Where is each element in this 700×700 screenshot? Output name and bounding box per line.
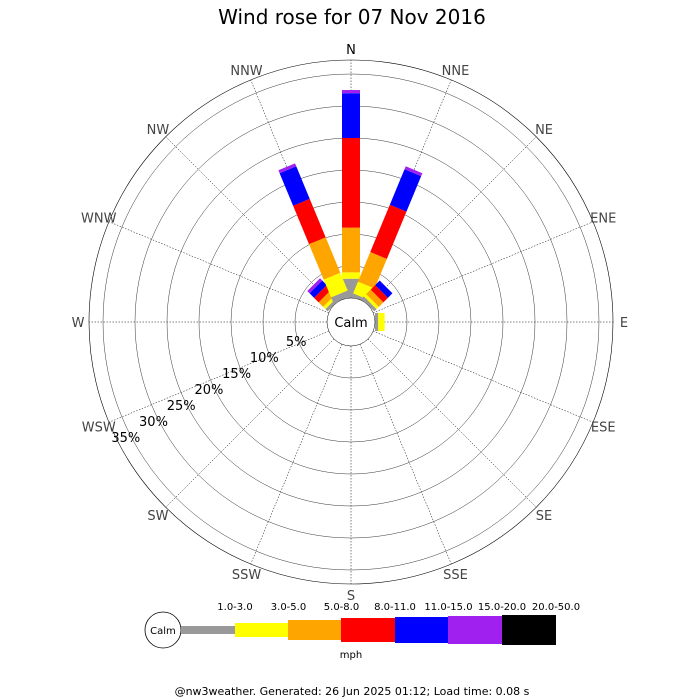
direction-label-sse: SSE	[443, 568, 468, 583]
bar-nne-5.0-8.0	[357, 252, 387, 289]
legend-bin-label-1.0-3.0: 1.0-3.0	[217, 602, 252, 613]
direction-label-e: E	[620, 316, 628, 331]
legend-bin-label-11.0-15.0: 11.0-15.0	[424, 602, 472, 613]
bar-nne-8.0-11.0	[370, 204, 407, 259]
spoke-se	[367, 338, 537, 508]
bar-nw-15.0-20.0	[307, 278, 323, 294]
direction-label-n: N	[346, 43, 356, 58]
direction-label-s: S	[347, 589, 355, 604]
direction-label-nw: NW	[147, 123, 170, 138]
bar-nnw-11.0-15.0	[279, 166, 310, 206]
legend-calm-label: Calm	[150, 626, 176, 637]
direction-label-ne: NE	[535, 123, 553, 138]
bar-e-1.0-3.0	[375, 313, 379, 331]
bar-n-15.0-20.0	[342, 90, 360, 94]
direction-label-ene: ENE	[590, 212, 616, 227]
legend-bin-label-3.0-5.0: 3.0-5.0	[271, 602, 306, 613]
direction-label-ssw: SSW	[232, 568, 262, 583]
calm-label: Calm	[334, 316, 367, 331]
footer-text: @nw3weather. Generated: 26 Jun 2025 01:1…	[175, 685, 530, 698]
bar-n-11.0-15.0	[342, 93, 360, 138]
direction-label-wsw: WSW	[82, 420, 116, 435]
bar-nw-8.0-11.0	[314, 285, 332, 303]
ring-label-15: 15%	[222, 367, 251, 382]
bar-nnw-15.0-20.0	[278, 163, 297, 174]
legend-bin-label-20.0-50.0: 20.0-50.0	[532, 602, 580, 613]
speed-legend: Calm 1.0-3.0 3.0-5.0 5.0-8.0 8.0-11.0 11.0-15…	[144, 602, 580, 661]
spoke-ne	[367, 136, 537, 306]
bar-ne-11.0-15.0	[375, 280, 393, 298]
bar-nnw-1.0-3.0	[331, 290, 351, 304]
direction-label-sw: SW	[147, 509, 168, 524]
bar-ne-5.0-8.0	[366, 289, 384, 307]
bar-n-8.0-11.0	[342, 138, 360, 228]
ring-percent-labels: 5% 10%15%20%25%30%35%	[111, 335, 306, 446]
direction-bars	[278, 90, 423, 331]
direction-label-se: SE	[536, 509, 552, 524]
spoke-sse	[359, 344, 452, 565]
spoke-ene	[373, 221, 594, 314]
legend-swatch-11.0-15.0	[395, 617, 448, 643]
spoke-nw	[165, 136, 335, 306]
legend-swatch-20.0-50.0	[502, 615, 556, 645]
legend-swatch-8.0-11.0	[341, 618, 395, 642]
spoke-wsw	[108, 330, 329, 423]
legend-swatch-3.0-5.0	[235, 623, 288, 637]
direction-label-nne: NNE	[442, 64, 470, 79]
chart-title: Wind rose for 07 Nov 2016	[218, 5, 486, 29]
spoke-wnw	[108, 221, 329, 314]
ring-label-25: 25%	[167, 399, 196, 414]
ring-label-20: 20%	[194, 383, 223, 398]
spoke-sw	[165, 338, 335, 508]
direction-label-wnw: WNW	[81, 212, 117, 227]
ring-label-30: 30%	[139, 415, 168, 430]
legend-bin-label-15.0-20.0: 15.0-20.0	[478, 602, 526, 613]
spoke-ssw	[250, 344, 343, 565]
legend-bin-label-5.0-8.0: 5.0-8.0	[324, 602, 359, 613]
legend-units-label: mph	[340, 650, 362, 661]
bar-nne-15.0-20.0	[404, 166, 423, 177]
bar-ne-1.0-3.0	[361, 296, 377, 312]
spoke-ese	[373, 330, 594, 423]
bar-e-3.0-5.0	[378, 313, 385, 331]
bar-nnw-5.0-8.0	[309, 237, 341, 280]
direction-labels: N NNE NE ENE E ESE SE SSE S SSW SW WSW W WNW NW NNW	[72, 43, 629, 604]
legend-bin-label-8.0-11.0: 8.0-11.0	[374, 602, 416, 613]
bar-nne-11.0-15.0	[389, 169, 422, 212]
legend-swatch-15.0-20.0	[448, 616, 502, 644]
bar-ne-3.0-5.0	[363, 294, 379, 310]
grid-ring	[102, 73, 600, 571]
direction-label-ese: ESE	[591, 420, 616, 435]
legend-swatch-5.0-8.0	[288, 620, 341, 640]
bar-nnw-8.0-11.0	[293, 198, 326, 245]
bar-nw-11.0-15.0	[309, 280, 327, 298]
direction-label-nnw: NNW	[230, 64, 262, 79]
legend-swatch-1.0-3.0	[181, 626, 235, 634]
ring-label-5: 5%	[286, 335, 307, 350]
calm-circle	[326, 297, 376, 347]
bar-ne-8.0-11.0	[370, 285, 388, 303]
bar-n-5.0-8.0	[342, 227, 360, 273]
bar-n-3.0-5.0	[342, 272, 360, 279]
ring-label-10: 10%	[250, 351, 279, 366]
bar-nnw-3.0-5.0	[323, 272, 348, 298]
direction-label-w: W	[72, 316, 85, 331]
ring-label-35: 35%	[111, 431, 140, 446]
